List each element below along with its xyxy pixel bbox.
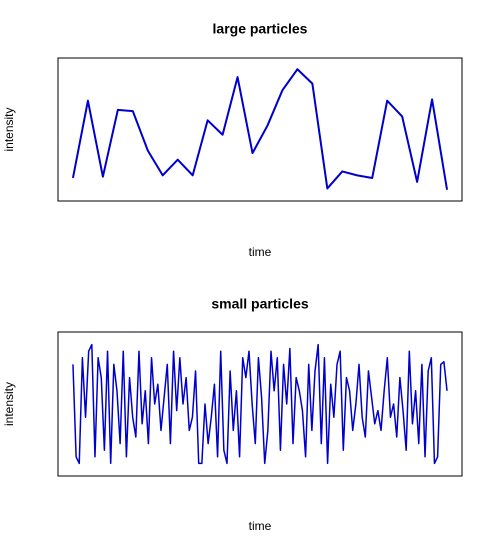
- data-line: [71, 68, 449, 190]
- chart-title: large particles: [213, 21, 308, 37]
- data-line: [72, 343, 448, 465]
- plot-frame: [57, 331, 463, 477]
- chart-title: small particles: [211, 296, 308, 312]
- y-axis-label: intensity: [2, 107, 16, 151]
- y-axis-label: intensity: [2, 382, 16, 426]
- x-axis-label: time: [249, 245, 272, 259]
- plot-frame: [57, 57, 463, 202]
- x-axis-label: time: [249, 519, 272, 533]
